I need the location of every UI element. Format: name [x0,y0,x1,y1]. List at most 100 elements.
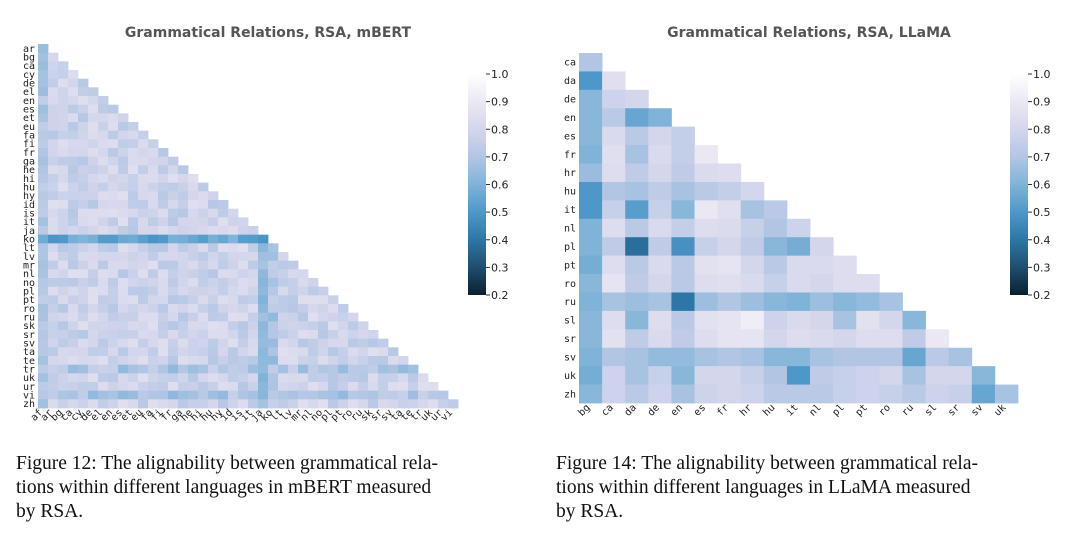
heatmap-cell [178,269,189,279]
heatmap-cell [198,269,209,279]
heatmap-cell [288,390,299,400]
heatmap-cell [98,208,109,218]
y-tick-label: el [23,87,35,98]
heatmap-cell [118,156,129,166]
heatmap-cell [118,130,129,140]
heatmap-cell [388,382,399,392]
heatmap-cell [602,200,626,220]
heatmap-cell [318,321,329,331]
heatmap-cell [198,286,209,296]
heatmap-cell [238,390,249,400]
heatmap-cell [579,218,603,238]
heatmap-cell [308,312,319,322]
heatmap-cell [58,364,69,374]
heatmap-cell [348,338,359,348]
heatmap-cell [78,390,89,400]
heatmap-cell [168,217,179,227]
heatmap-cell [118,252,129,262]
heatmap-cell [148,321,159,331]
heatmap-cell [108,113,119,123]
heatmap-cell [128,165,139,175]
heatmap-cell [68,113,79,123]
y-tick-label: tr [23,365,35,376]
heatmap-cell [268,295,279,305]
heatmap-cell [128,200,139,210]
heatmap-cell [118,122,129,132]
heatmap-cell [78,243,89,253]
heatmap-cell [168,286,179,296]
heatmap-cell [602,366,626,385]
heatmap-cell [248,312,259,322]
heatmap-cell [68,148,79,158]
heatmap-cell [88,321,99,331]
heatmap-cell [740,255,765,275]
heatmap-cell [168,278,179,288]
heatmap-cell [78,295,89,305]
heatmap-cell [118,182,129,192]
heatmap-cell [108,139,119,149]
heatmap-cell [98,226,109,236]
heatmap-cell [158,148,169,158]
heatmap-cell [902,347,926,367]
x-tick-label: de [646,402,662,418]
heatmap-cell [438,390,449,400]
heatmap-cell [218,373,229,383]
heatmap-cell [48,165,59,175]
heatmap-cell [268,347,279,357]
heatmap-cell [925,347,950,367]
heatmap-cell [188,226,199,236]
heatmap-cell [318,295,329,305]
y-tick-label: eu [23,122,35,133]
heatmap-cell [188,304,199,314]
heatmap-cell [208,304,219,314]
heatmap-cell [925,329,950,349]
heatmap-cell [268,356,279,366]
heatmap-cell [88,165,99,175]
heatmap-cell [128,382,139,392]
heatmap-cell [740,329,765,349]
heatmap-cell [58,373,69,383]
colorbar-tick-label: 0.6 [491,179,509,192]
heatmap-cell [138,390,149,400]
heatmap-cell [178,200,189,210]
heatmap-cell [268,330,279,340]
heatmap-cell [188,347,199,357]
heatmap-cell [158,269,169,279]
heatmap-cell [198,182,209,192]
llama-y-ticks: ca da de en es fr hr hu it nl pl pt ro ru sl sr sv uk zh [564,58,576,401]
heatmap-cell [138,295,149,305]
heatmap-cell [128,390,139,400]
heatmap-cell [68,312,79,322]
heatmap-cell [248,252,259,262]
heatmap-cell [118,234,129,244]
heatmap-cell [278,347,289,357]
x-tick-label: vi [439,407,455,423]
heatmap-cell [810,237,834,257]
heatmap-cell [58,295,69,305]
heatmap-cell [108,338,119,348]
heatmap-cell [58,356,69,366]
heatmap-cell [268,321,279,331]
heatmap-cell [88,330,99,340]
y-tick-label: ja [23,226,35,237]
heatmap-cell [158,364,169,374]
heatmap-cell [308,304,319,314]
heatmap-cell [138,269,149,279]
heatmap-cell [98,252,109,262]
heatmap-cell [579,329,603,349]
heatmap-cell [128,182,139,192]
heatmap-cell [625,292,649,312]
heatmap-cell [88,269,99,279]
heatmap-cell [198,373,209,383]
heatmap-cell [602,126,626,146]
heatmap-cell [138,148,149,158]
heatmap-cell [648,274,672,293]
heatmap-cell [178,260,189,270]
heatmap-cell [208,286,219,296]
heatmap-cell [338,304,349,314]
heatmap-cell [78,321,89,331]
heatmap-cell [48,217,59,227]
heatmap-cell [138,364,149,374]
heatmap-cell [38,113,49,123]
colorbar-tick-label: 0.7 [1033,151,1051,164]
